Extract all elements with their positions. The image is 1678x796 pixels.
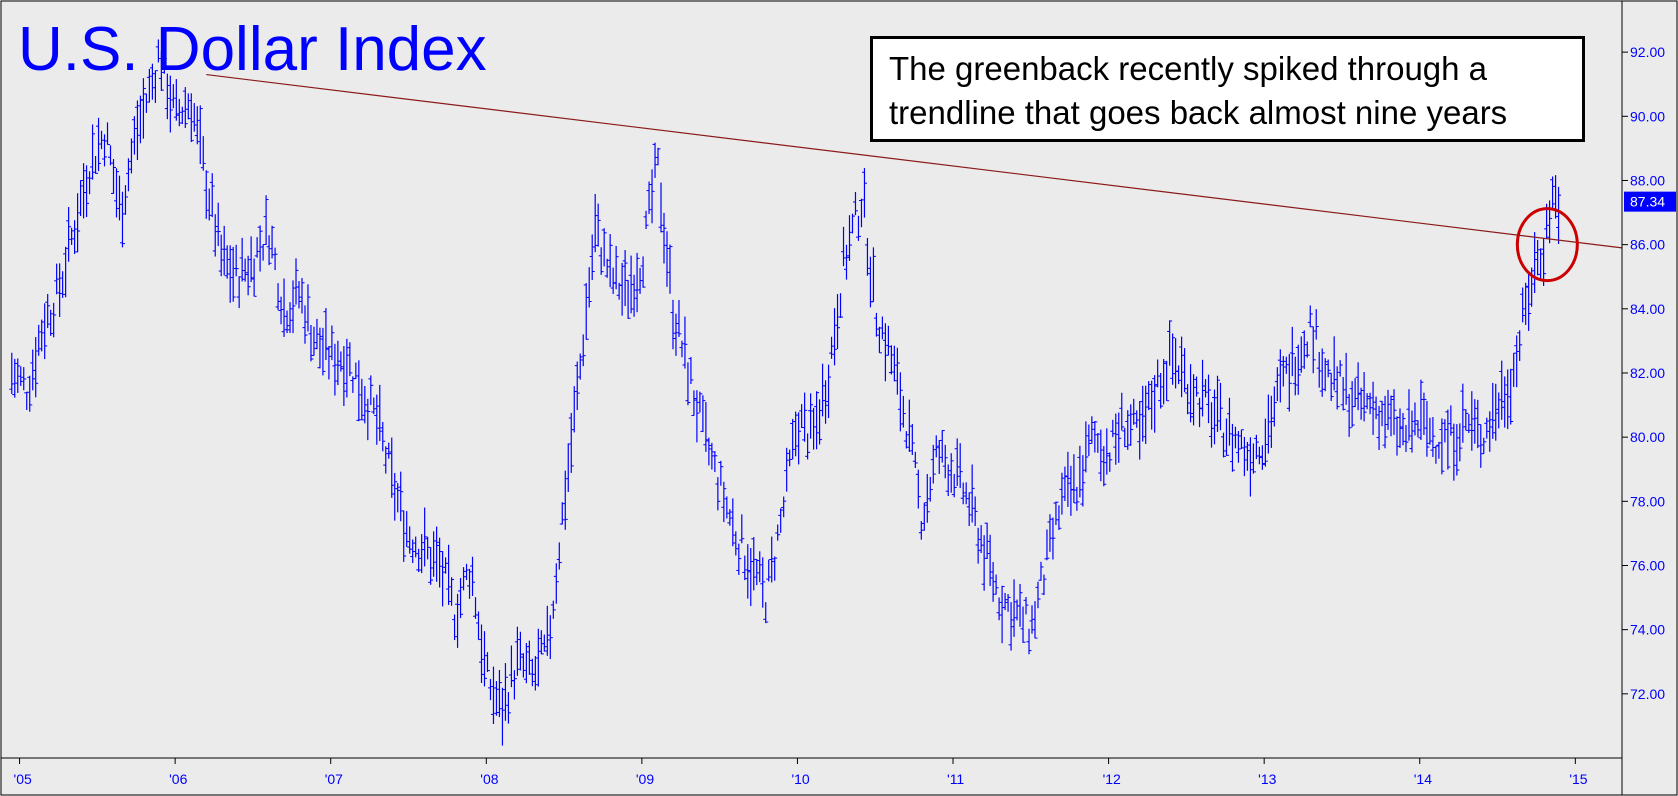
last-value-badge [1624, 191, 1676, 212]
y-tick-label: 76.00 [1630, 557, 1665, 573]
x-tick-label: '05 [14, 771, 32, 787]
trendline [206, 73, 1623, 249]
annotation-line-1: The greenback recently spiked through a [889, 50, 1488, 87]
x-tick-label: '07 [325, 771, 343, 787]
y-tick-label: 90.00 [1630, 108, 1665, 124]
last-value-label: 87.34 [1630, 194, 1665, 210]
annotation-box: The greenback recently spiked through a … [870, 36, 1585, 142]
y-tick-label: 86.00 [1630, 237, 1665, 253]
chart-title: U.S. Dollar Index [18, 15, 487, 84]
y-tick-label: 84.00 [1630, 301, 1665, 317]
y-tick-label: 74.00 [1630, 622, 1665, 638]
y-tick-label: 72.00 [1630, 686, 1665, 702]
x-tick-label: '11 [947, 771, 964, 787]
x-tick-label: '15 [1569, 771, 1587, 787]
y-tick-label: 78.00 [1630, 493, 1665, 509]
breakout-circle [1515, 207, 1579, 283]
x-tick-label: '10 [791, 771, 809, 787]
annotation-line-2: trendline that goes back almost nine yea… [889, 94, 1508, 131]
y-tick-label: 92.00 [1630, 44, 1665, 60]
y-tick-label: 80.00 [1630, 429, 1665, 445]
x-tick-label: '12 [1103, 771, 1121, 787]
x-tick-label: '08 [480, 771, 498, 787]
x-tick-label: '14 [1414, 771, 1432, 787]
x-tick-label: '06 [169, 771, 187, 787]
x-tick-label: '13 [1258, 771, 1276, 787]
y-tick-label: 88.00 [1630, 172, 1665, 188]
y-tick-label: 82.00 [1630, 365, 1665, 381]
x-tick-label: '09 [636, 771, 654, 787]
